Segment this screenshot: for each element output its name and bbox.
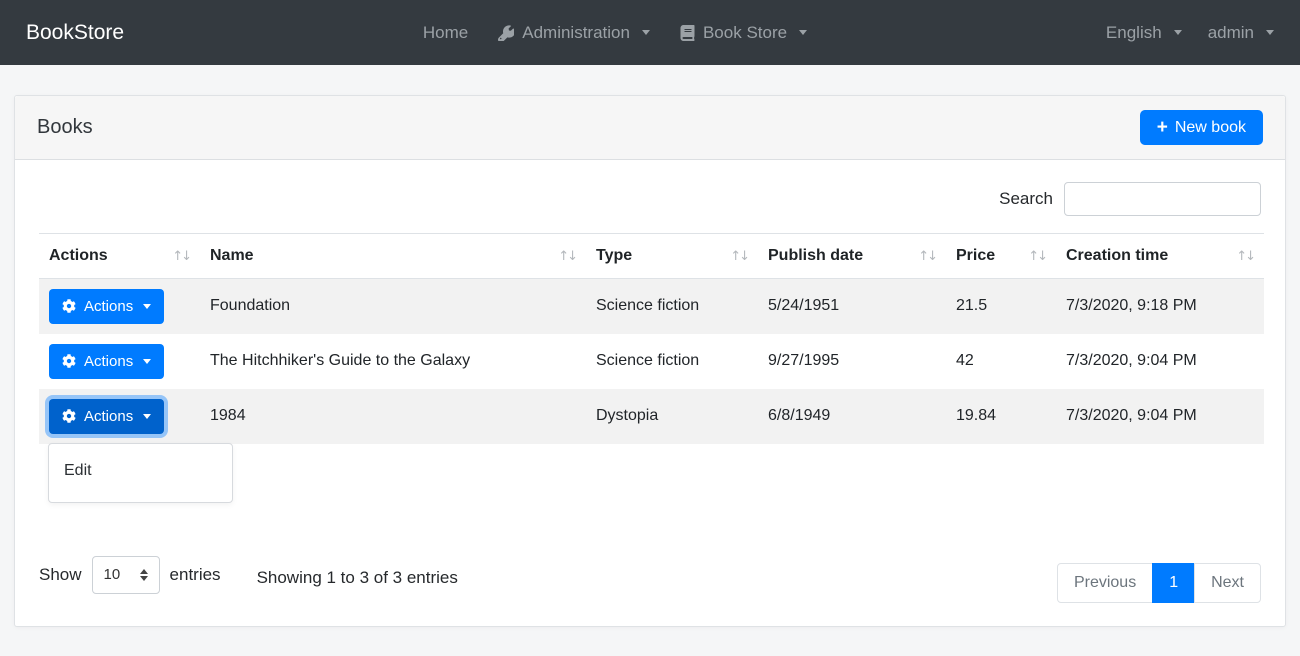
language-label: English — [1105, 22, 1162, 42]
search-row: Search — [39, 182, 1261, 216]
book-icon — [680, 24, 695, 41]
show-label: Show — [39, 564, 82, 584]
row-actions-label: Actions — [84, 297, 134, 315]
column-header-creation-time[interactable]: Creation time ↑↓ — [1056, 233, 1264, 279]
top-navbar: BookStore Home Administration Book Store… — [0, 0, 1300, 65]
column-header-actions[interactable]: Actions ↑↓ — [39, 233, 200, 279]
chevron-down-icon — [1173, 30, 1182, 35]
sort-icon[interactable]: ↑↓ — [172, 249, 192, 264]
pagination-next-button[interactable]: Next — [1194, 562, 1261, 603]
cell-creation-time: 7/3/2020, 9:04 PM — [1066, 407, 1197, 424]
row-actions-button[interactable]: Actions — [49, 288, 165, 324]
card-body: Search Actions ↑↓ Name ↑↓ Type ↑↓ — [15, 160, 1285, 625]
brand-logo[interactable]: BookStore — [26, 20, 125, 44]
cell-type: Dystopia — [596, 407, 659, 424]
sort-icon[interactable]: ↑↓ — [730, 249, 750, 264]
chevron-down-icon — [1266, 30, 1274, 35]
nav-item-book-store[interactable]: Book Store — [680, 22, 808, 43]
user-label: admin — [1207, 22, 1254, 42]
nav-book-store-label: Book Store — [702, 22, 788, 42]
cell-price: 42 — [956, 352, 974, 369]
sort-icon[interactable]: ↑↓ — [1236, 249, 1256, 264]
chevron-down-icon — [799, 30, 808, 35]
books-card: Books + New book Search Actions ↑↓ Name — [14, 95, 1286, 627]
chevron-down-icon — [641, 30, 650, 35]
column-header-name[interactable]: Name ↑↓ — [200, 233, 586, 279]
card-header: Books + New book — [15, 96, 1285, 160]
table-row: Actions Foundation Science fiction 5/24/… — [39, 278, 1264, 334]
row-actions-label: Actions — [84, 407, 134, 425]
sort-icon[interactable]: ↑↓ — [558, 249, 578, 264]
cell-publish-date: 9/27/1995 — [768, 352, 840, 369]
cell-type: Science fiction — [596, 352, 700, 369]
cell-type: Science fiction — [596, 297, 700, 315]
cell-name: The Hitchhiker's Guide to the Galaxy — [210, 352, 471, 369]
navbar-center-menu: Home Administration Book Store — [124, 23, 1106, 43]
pagination-page-1-button[interactable]: 1 — [1152, 562, 1196, 603]
sort-icon[interactable]: ↑↓ — [918, 249, 938, 264]
page-size-group: Show 10 entries — [39, 555, 221, 594]
new-book-button[interactable]: + New book — [1139, 110, 1263, 145]
page-size-select[interactable]: 10 — [91, 555, 160, 594]
entries-summary: Showing 1 to 3 of 3 entries — [256, 567, 458, 587]
language-dropdown[interactable]: English — [1106, 23, 1182, 43]
cell-publish-date: 6/8/1949 — [768, 407, 831, 424]
row-actions-dropdown-menu: Edit — [48, 443, 233, 503]
row-actions-button-open[interactable]: Actions — [49, 398, 165, 434]
nav-home-label: Home — [422, 22, 469, 42]
page-size-value: 10 — [103, 566, 121, 583]
entries-label: entries — [169, 564, 221, 584]
nav-item-administration[interactable]: Administration — [498, 23, 650, 43]
nav-item-home[interactable]: Home — [423, 23, 468, 43]
table-header: Actions ↑↓ Name ↑↓ Type ↑↓ Publish date … — [39, 233, 1264, 279]
pagination-previous-button[interactable]: Previous — [1056, 562, 1154, 603]
new-book-label: New book — [1174, 118, 1246, 136]
cell-price: 21.5 — [956, 297, 988, 315]
books-table: Actions ↑↓ Name ↑↓ Type ↑↓ Publish date … — [39, 233, 1264, 444]
page-title: Books — [37, 116, 93, 138]
cell-creation-time: 7/3/2020, 9:04 PM — [1066, 352, 1197, 369]
table-row: Actions 1984 Dystopia 6/8/1949 19.84 7/3… — [39, 388, 1264, 444]
select-arrows-icon — [139, 568, 148, 581]
search-label: Search — [999, 189, 1053, 208]
cell-creation-time: 7/3/2020, 9:18 PM — [1066, 297, 1197, 315]
chevron-down-icon — [143, 303, 152, 309]
user-dropdown[interactable]: admin — [1208, 23, 1274, 43]
navbar-right-menu: English admin — [1106, 23, 1274, 43]
table-row: Actions The Hitchhiker's Guide to the Ga… — [39, 334, 1264, 389]
column-header-publish-date[interactable]: Publish date ↑↓ — [758, 233, 946, 279]
chevron-down-icon — [143, 358, 152, 364]
column-header-price[interactable]: Price ↑↓ — [946, 233, 1056, 279]
cell-publish-date: 5/24/1951 — [768, 297, 840, 315]
gear-icon — [62, 299, 76, 314]
table-header-row: Actions ↑↓ Name ↑↓ Type ↑↓ Publish date … — [39, 233, 1264, 279]
nav-administration-label: Administration — [522, 22, 630, 42]
plus-icon: + — [1156, 117, 1168, 138]
row-actions-label: Actions — [84, 352, 134, 370]
chevron-down-icon — [143, 413, 152, 419]
dropdown-item-edit[interactable]: Edit — [64, 462, 92, 479]
search-input[interactable] — [1064, 182, 1261, 216]
gear-icon — [62, 409, 76, 423]
cell-name: Foundation — [210, 297, 291, 315]
cell-name: 1984 — [210, 407, 246, 424]
row-actions-button[interactable]: Actions — [49, 343, 165, 379]
sort-icon[interactable]: ↑↓ — [1028, 249, 1048, 264]
cell-price: 19.84 — [956, 407, 997, 424]
wrench-icon — [498, 24, 515, 41]
pagination: Previous 1 Next — [1056, 562, 1261, 603]
gear-icon — [62, 354, 76, 368]
table-footer: Show 10 entries Showing 1 to 3 of 3 entr… — [39, 555, 1261, 603]
column-header-type[interactable]: Type ↑↓ — [586, 233, 758, 279]
